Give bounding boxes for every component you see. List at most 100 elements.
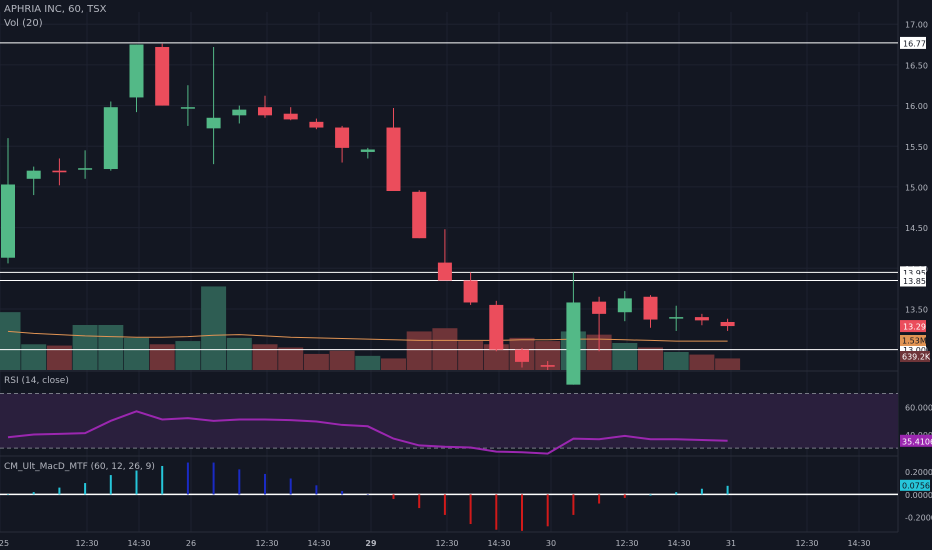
macd-histogram-bar: [58, 487, 61, 495]
rsi-last-label: 35.4106: [902, 437, 932, 446]
macd-histogram-bar: [32, 492, 35, 495]
level-price-label: 13.85: [903, 277, 926, 286]
time-tick-label: 25: [0, 539, 9, 548]
volume-bar: [715, 358, 741, 370]
volume-bar: [72, 325, 98, 370]
time-tick-label: 30: [546, 539, 556, 548]
rsi-last-tag: [900, 434, 932, 447]
candle-body: [592, 301, 607, 314]
candle-body: [52, 170, 67, 173]
volume-indicator-label: Vol (20): [4, 18, 43, 29]
volume-bar: [355, 355, 381, 370]
volume-ma-line: [7, 330, 728, 342]
macd-histogram-bar: [469, 494, 472, 525]
candle-body: [78, 168, 93, 170]
candle-body: [180, 107, 195, 109]
volume-bar: [406, 331, 432, 370]
volume-bar: [689, 354, 715, 370]
price-tick-label: 16.00: [905, 102, 928, 111]
macd-histogram-bar: [315, 485, 318, 495]
candle-body: [617, 298, 632, 313]
level-price-tag: [900, 274, 926, 287]
candle-body: [540, 365, 555, 367]
macd-tick-label: 0.2000: [905, 468, 932, 477]
macd-histogram-bar: [649, 494, 652, 496]
candle-body: [206, 117, 221, 129]
rsi-tick-label: 60.0000: [905, 404, 932, 413]
last-price-label: 13.29: [903, 323, 926, 332]
macd-histogram-bar: [341, 491, 344, 495]
candle-body: [566, 302, 581, 385]
price-tick-label: 15.00: [905, 183, 928, 192]
price-tick-label: 13.50: [905, 305, 928, 314]
level-price-tag: [900, 36, 926, 49]
volume-bar: [612, 343, 638, 370]
candle-body: [335, 127, 350, 148]
macd-histogram-bar: [392, 494, 395, 499]
time-tick-label: 31: [726, 539, 736, 548]
volume-last-label: 639.2K: [902, 353, 931, 362]
volume-ma-tag: [900, 335, 926, 346]
candle-body: [643, 296, 658, 320]
time-tick-label: 14:30: [667, 539, 690, 548]
price-tick-label: 17.00: [905, 21, 928, 30]
volume-bar: [149, 344, 175, 370]
volume-ma-label: 1.53M: [902, 337, 927, 346]
volume-bar: [458, 341, 484, 370]
level-price-label: 16.77: [903, 39, 926, 48]
macd-histogram-bar: [495, 494, 498, 530]
candle-body: [232, 109, 247, 116]
candle-body: [720, 321, 735, 327]
macd-histogram-bar: [418, 494, 421, 509]
macd-tick-label: 0.0000: [905, 491, 932, 500]
time-tick-label: 14:30: [487, 539, 510, 548]
macd-histogram-bar: [289, 478, 292, 495]
macd-histogram-bar: [366, 494, 369, 495]
macd-title: CM_Ult_MacD_MTF (60, 12, 26, 9): [4, 462, 155, 472]
candle-body: [258, 107, 272, 116]
volume-bar: [381, 358, 406, 370]
volume-bar: [175, 341, 201, 370]
volume-bar: [0, 312, 21, 370]
volume-bar: [201, 286, 227, 370]
level-price-label: 13.00: [903, 346, 926, 355]
time-tick-label: 14:30: [847, 539, 870, 548]
volume-bar: [303, 353, 329, 370]
macd-histogram-bar: [726, 485, 729, 495]
macd-histogram-bar: [572, 494, 575, 515]
volume-bar: [663, 352, 689, 370]
rsi-title: RSI (14, close): [4, 376, 69, 386]
time-tick-label: 29: [365, 539, 377, 548]
volume-bar: [432, 328, 458, 370]
candle-body: [1, 184, 15, 258]
candle-body: [489, 304, 504, 350]
time-tick-label: 14:30: [307, 539, 330, 548]
rsi-line: [7, 410, 728, 455]
macd-histogram-bar: [598, 494, 601, 504]
price-tick-label: 16.50: [905, 61, 928, 70]
macd-histogram-bar: [161, 465, 164, 495]
candle-body: [129, 44, 144, 98]
volume-bar: [638, 347, 663, 370]
macd-histogram-bar: [546, 494, 549, 527]
price-tick-label: 15.50: [905, 143, 928, 152]
macd-last-tag: [900, 479, 930, 491]
macd-histogram-bar: [186, 462, 189, 495]
time-tick-label: 14:30: [127, 539, 150, 548]
macd-histogram-bar: [84, 483, 87, 495]
macd-histogram-bar: [135, 470, 138, 495]
volume-last-tag: [900, 351, 930, 362]
macd-tick-label: -0.2000: [905, 514, 932, 523]
time-tick-label: 12:30: [615, 539, 638, 548]
volume-bar: [98, 325, 124, 370]
candle-body: [669, 317, 684, 319]
macd-histogram-bar: [7, 494, 9, 495]
time-tick-label: 12:30: [795, 539, 818, 548]
candle-body: [412, 191, 427, 239]
time-tick-label: 26: [186, 539, 196, 548]
macd-histogram-bar: [212, 462, 215, 495]
macd-last-label: 0.0756: [902, 481, 930, 490]
rsi-band: [0, 393, 898, 449]
